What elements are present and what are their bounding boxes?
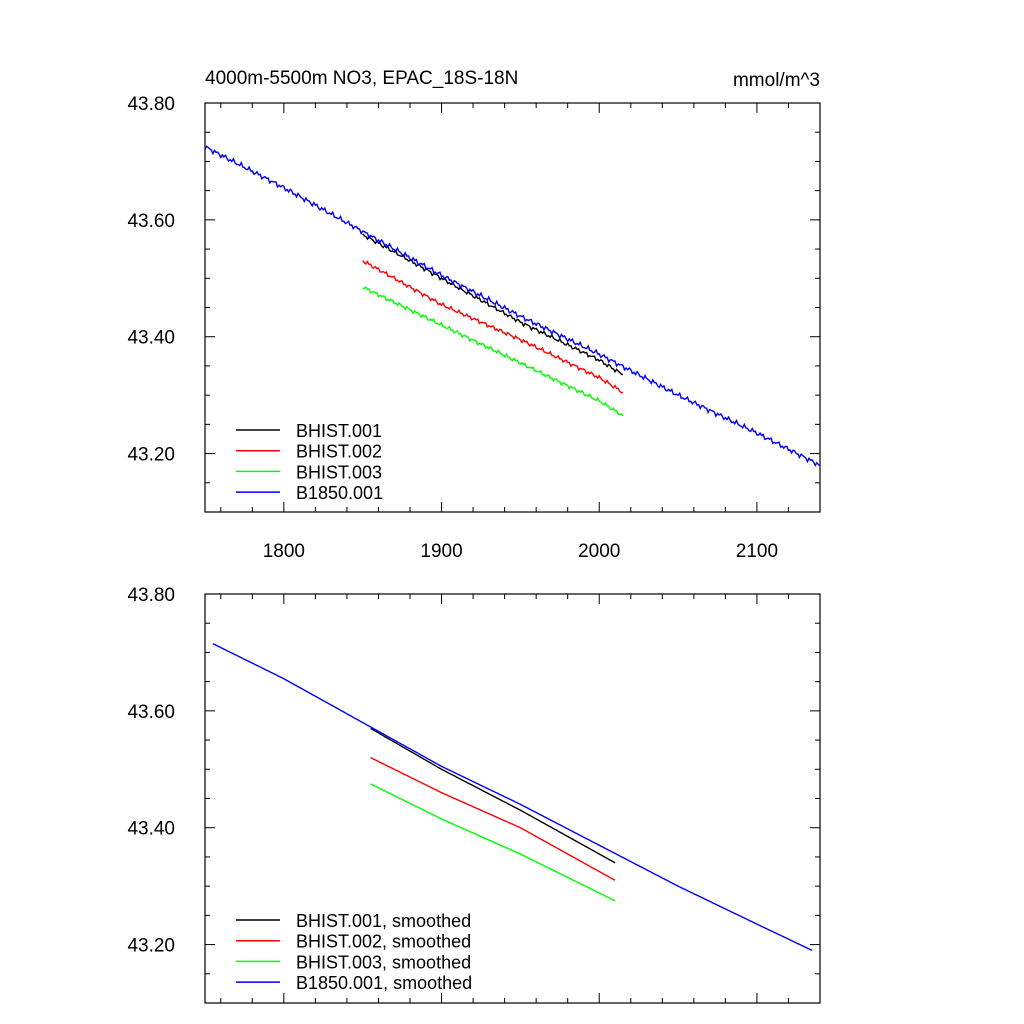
legend-label: BHIST.001, smoothed <box>296 911 471 931</box>
y-tick-label: 43.60 <box>127 702 175 723</box>
y-tick-label: 43.80 <box>127 94 175 115</box>
legend-label: B1850.001, smoothed <box>296 973 472 993</box>
legend-label: BHIST.003, smoothed <box>296 952 471 972</box>
chart-title: 4000m-5500m NO3, EPAC_18S-18N <box>205 68 518 89</box>
x-tick-label: 1900 <box>420 541 462 562</box>
legend-label: BHIST.002, smoothed <box>296 932 471 952</box>
legend-label: BHIST.002 <box>296 442 382 462</box>
y-tick-label: 43.20 <box>127 445 175 466</box>
x-tick-label: 2000 <box>578 541 620 562</box>
y-tick-label: 43.80 <box>127 585 175 606</box>
series-line-1 <box>362 260 624 394</box>
series-line-1 <box>370 756 616 881</box>
y-tick-label: 43.40 <box>127 819 175 840</box>
x-tick-label: 1800 <box>263 541 305 562</box>
legend-label: BHIST.003 <box>296 462 382 482</box>
series-line-0 <box>362 233 624 376</box>
series-line-2 <box>362 286 624 417</box>
x-tick-label: 2100 <box>736 541 778 562</box>
series-line-2 <box>370 783 616 902</box>
series-line-0 <box>370 727 616 864</box>
legend-label: B1850.001 <box>296 483 383 503</box>
series-line-3 <box>212 643 813 952</box>
y-tick-label: 43.40 <box>127 328 175 349</box>
top-panel: 43.20 43.40 43.60 43.80 1800 1900 2000 2100 BHIS… <box>127 94 821 562</box>
units-label: mmol/m^3 <box>733 70 820 91</box>
series-line-3 <box>204 145 821 467</box>
y-tick-label: 43.60 <box>127 211 175 232</box>
y-tick-label: 43.20 <box>127 936 175 957</box>
legend-label: BHIST.001 <box>296 421 382 441</box>
